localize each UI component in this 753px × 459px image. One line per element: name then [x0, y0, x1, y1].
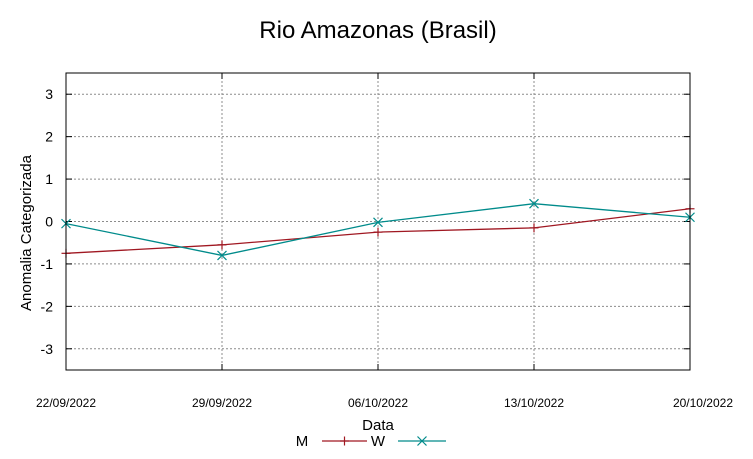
y-tick-label: -3 — [41, 341, 54, 357]
x-tick-label: 29/09/2022 — [192, 396, 252, 410]
x-tick-label: 20/10/2022 — [673, 396, 733, 410]
y-tick-label: -1 — [41, 256, 54, 272]
x-tick-label: 06/10/2022 — [348, 396, 408, 410]
data-point-w — [529, 198, 539, 209]
marker-stroke — [417, 436, 427, 446]
plot-frame — [65, 72, 691, 371]
x-tick-label: 22/09/2022 — [36, 396, 96, 410]
legend-marker-w — [417, 436, 427, 446]
data-point-w — [373, 217, 383, 228]
y-tick-label: 2 — [45, 129, 53, 145]
marker-stroke — [217, 250, 227, 261]
y-axis-label: Anomalia Categorizada — [18, 154, 35, 311]
grid — [65, 73, 691, 370]
y-tick-label: -2 — [41, 298, 54, 314]
chart-title: Rio Amazonas (Brasil) — [259, 17, 496, 44]
x-tick-label: 13/10/2022 — [504, 396, 564, 410]
marker-stroke — [373, 217, 383, 228]
data-point-m — [373, 227, 383, 237]
legend-label-m: M — [296, 433, 309, 450]
ticks: 3 2 1 0 -1 -2 -3 22/09/2022 29/09/2022 06/10/2022… — [36, 73, 733, 410]
x-axis-label: Data — [362, 417, 394, 434]
data-point-m — [529, 223, 539, 233]
legend-label-w: W — [371, 433, 386, 450]
y-tick-label: 1 — [45, 171, 53, 187]
y-tick-label: 0 — [45, 214, 53, 230]
data-point-m — [217, 240, 227, 250]
legend-marker-m — [340, 436, 349, 446]
marker-stroke — [529, 198, 539, 209]
data-point-w — [217, 250, 227, 261]
y-tick-label: 3 — [45, 86, 53, 102]
